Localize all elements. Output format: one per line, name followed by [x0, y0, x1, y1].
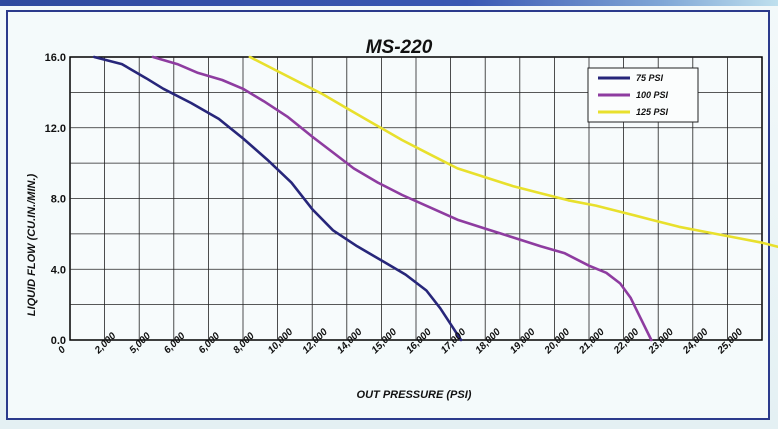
chart-title: MS-220 — [366, 37, 433, 58]
series-layer — [92, 55, 778, 342]
legend: 75 PSI 100 PSI 125 PSI — [587, 67, 699, 123]
series-line-125-psi — [248, 55, 778, 249]
legend-label-75-psi: 75 PSI — [636, 73, 664, 83]
x-axis-label: OUT PRESSURE (PSI) — [357, 389, 472, 401]
y-axis-ticks: 0.0 4.0 8.0 12.0 16.0 — [45, 52, 66, 347]
top-accent-bar — [0, 0, 778, 6]
y-tick-label: 8.0 — [51, 194, 66, 206]
series-line-75-psi — [92, 55, 463, 342]
y-tick-label: 12.0 — [45, 123, 66, 135]
legend-label-125-psi: 125 PSI — [636, 107, 669, 117]
grid-lines — [70, 57, 762, 340]
y-tick-label: 16.0 — [45, 52, 66, 64]
legend-label-100-psi: 100 PSI — [636, 90, 669, 100]
series-line-100-psi — [151, 55, 653, 342]
y-tick-label: 0.0 — [51, 335, 66, 347]
y-tick-label: 4.0 — [51, 264, 66, 276]
y-axis-label: LIQUID FLOW (CU.IN./MIN.) — [26, 173, 38, 316]
